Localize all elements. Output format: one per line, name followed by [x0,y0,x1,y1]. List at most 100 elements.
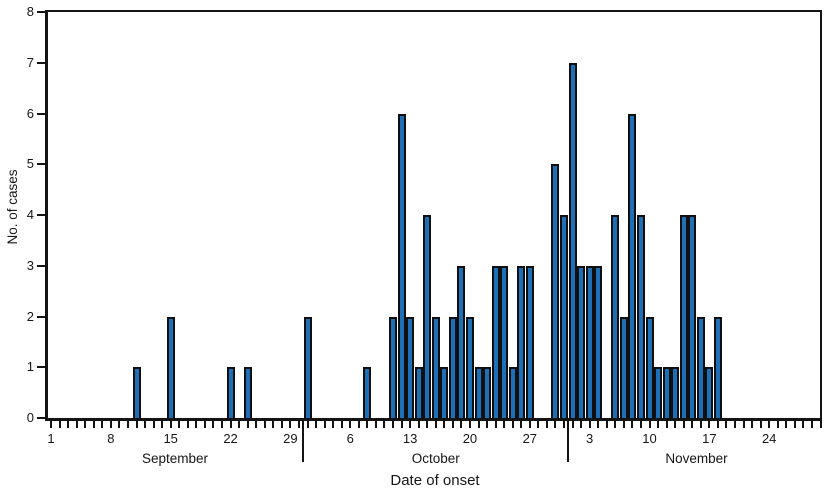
y-axis-tick-label: 0 [26,410,34,425]
month-label: September [141,451,208,466]
x-axis-day-tick [246,421,249,428]
x-axis-day-tick [289,421,292,428]
x-axis-day-tick [409,421,412,428]
x-axis-title: Date of onset [390,472,480,489]
x-axis-day-tick [793,421,796,428]
y-axis-tick-label: 5 [26,156,34,172]
x-axis-day-tick [699,421,702,428]
x-axis-day-tick [682,421,685,428]
x-axis-day-tick [631,421,634,428]
x-axis-tick-label: 3 [586,431,594,446]
x-axis-day-tick [622,421,625,428]
case-bar [491,265,500,418]
x-axis-day-tick [563,421,565,428]
x-axis-day-tick [50,421,52,428]
case-bar [560,215,568,418]
x-axis-day-tick [545,421,548,428]
x-axis-day-tick [263,421,266,428]
x-axis-tick-label: 20 [462,431,478,446]
x-axis-day-tick [126,421,129,428]
x-axis-day-tick [588,421,591,428]
case-bar [628,113,637,418]
x-axis-day-tick [691,421,694,428]
x-axis-day-tick [614,421,617,428]
case-bar [465,316,474,418]
case-bar [577,265,586,418]
x-axis-day-tick [67,421,70,428]
y-axis-tick-label: 3 [26,257,34,273]
x-axis-day-tick [383,421,386,428]
case-bar [500,265,509,418]
x-axis-day-tick [357,421,360,428]
x-axis-tick-label: 8 [107,431,115,446]
case-bar [303,316,312,418]
case-bar [671,367,680,418]
y-axis-tick-label: 7 [26,54,34,70]
y-axis-tick-label: 4 [26,207,34,222]
case-bar [132,367,141,418]
case-bar [389,316,397,418]
x-axis-day-tick [255,421,258,428]
x-axis-day-tick [374,421,377,428]
x-axis-day-tick [152,421,155,428]
case-bar [696,316,705,418]
y-axis-tick-label: 8 [26,4,34,19]
x-axis-day-tick [528,421,531,428]
y-axis-tick-label: 6 [26,105,34,121]
case-bar [474,367,483,418]
x-axis-day-tick [460,421,463,428]
x-axis-day-tick [195,421,198,428]
x-axis-day-tick [477,421,480,428]
month-separator-line [567,421,570,462]
x-axis-day-tick [315,421,318,428]
x-axis-day-tick [92,421,95,428]
x-axis-day-tick [392,421,394,428]
x-axis-day-tick [537,421,540,428]
x-axis-day-tick [810,421,813,428]
x-axis-tick-label: 1 [47,431,55,446]
x-axis-day-tick [426,421,429,428]
case-bar [662,367,671,418]
x-axis-day-tick [323,421,326,428]
x-axis-day-tick [366,421,369,428]
case-bar [688,215,697,418]
case-bar [508,367,517,418]
x-axis-day-tick [648,421,651,428]
x-axis-day-tick [349,421,352,428]
y-axis-tick-label: 1 [26,359,34,375]
x-axis-day-tick [169,421,172,428]
x-axis-day-tick [186,421,189,428]
case-bar [611,215,620,418]
x-axis-day-tick [759,421,762,428]
x-axis-day-tick [297,421,300,428]
x-axis-day-tick [751,421,754,428]
x-axis-day-tick [554,421,557,428]
case-bar [243,367,252,418]
x-axis-day-tick [434,421,437,428]
x-axis-day-tick [785,421,788,428]
case-bar [406,316,415,418]
x-axis-day-tick [708,421,711,428]
case-bar [645,316,654,418]
x-axis-day-tick [229,421,232,428]
x-axis-day-tick [819,421,822,428]
y-axis-tick [37,366,45,369]
x-axis-day-tick [272,421,275,428]
x-axis-day-tick [494,421,497,428]
y-axis-tick [37,61,45,64]
x-axis-day-tick [161,421,164,428]
x-axis-day-tick [665,421,668,428]
case-bar [679,215,688,418]
x-axis-day-tick [306,421,309,428]
x-axis-day-tick [802,421,805,428]
y-axis-tick [37,214,45,216]
month-label: November [665,451,728,466]
x-axis-day-tick [280,421,283,428]
x-axis-day-tick [144,421,147,428]
case-bar [705,367,714,418]
x-axis-day-tick [657,421,660,428]
y-axis-tick [37,417,45,419]
case-bar [457,265,466,418]
x-axis-day-tick [639,421,642,428]
